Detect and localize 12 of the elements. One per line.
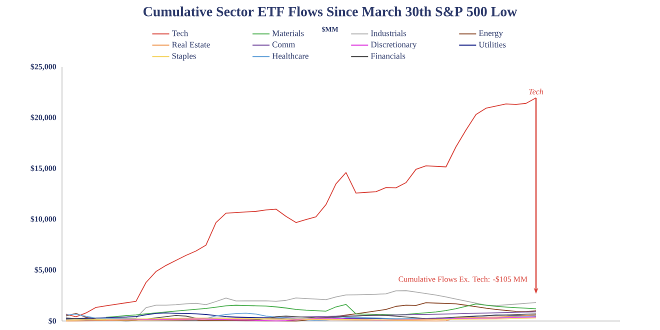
legend-label: Financials (370, 52, 406, 59)
legend-label: Comm (272, 42, 295, 48)
legend-label: Real Estate (172, 42, 210, 48)
legend-label: Utilities (478, 42, 506, 48)
legend-label: Materials (272, 30, 304, 36)
legend-label: Industrials (370, 30, 406, 36)
legend-label: Tech (172, 30, 188, 36)
legend-label: Staples (172, 52, 196, 61)
legend-label: Energy (478, 30, 503, 38)
chart-title: Cumulative Sector ETF Flows Since March 30th S&P 500 Low (144, 6, 518, 16)
legend-label: Discretionary (370, 42, 417, 50)
legend-label: Healthcare (272, 52, 308, 59)
